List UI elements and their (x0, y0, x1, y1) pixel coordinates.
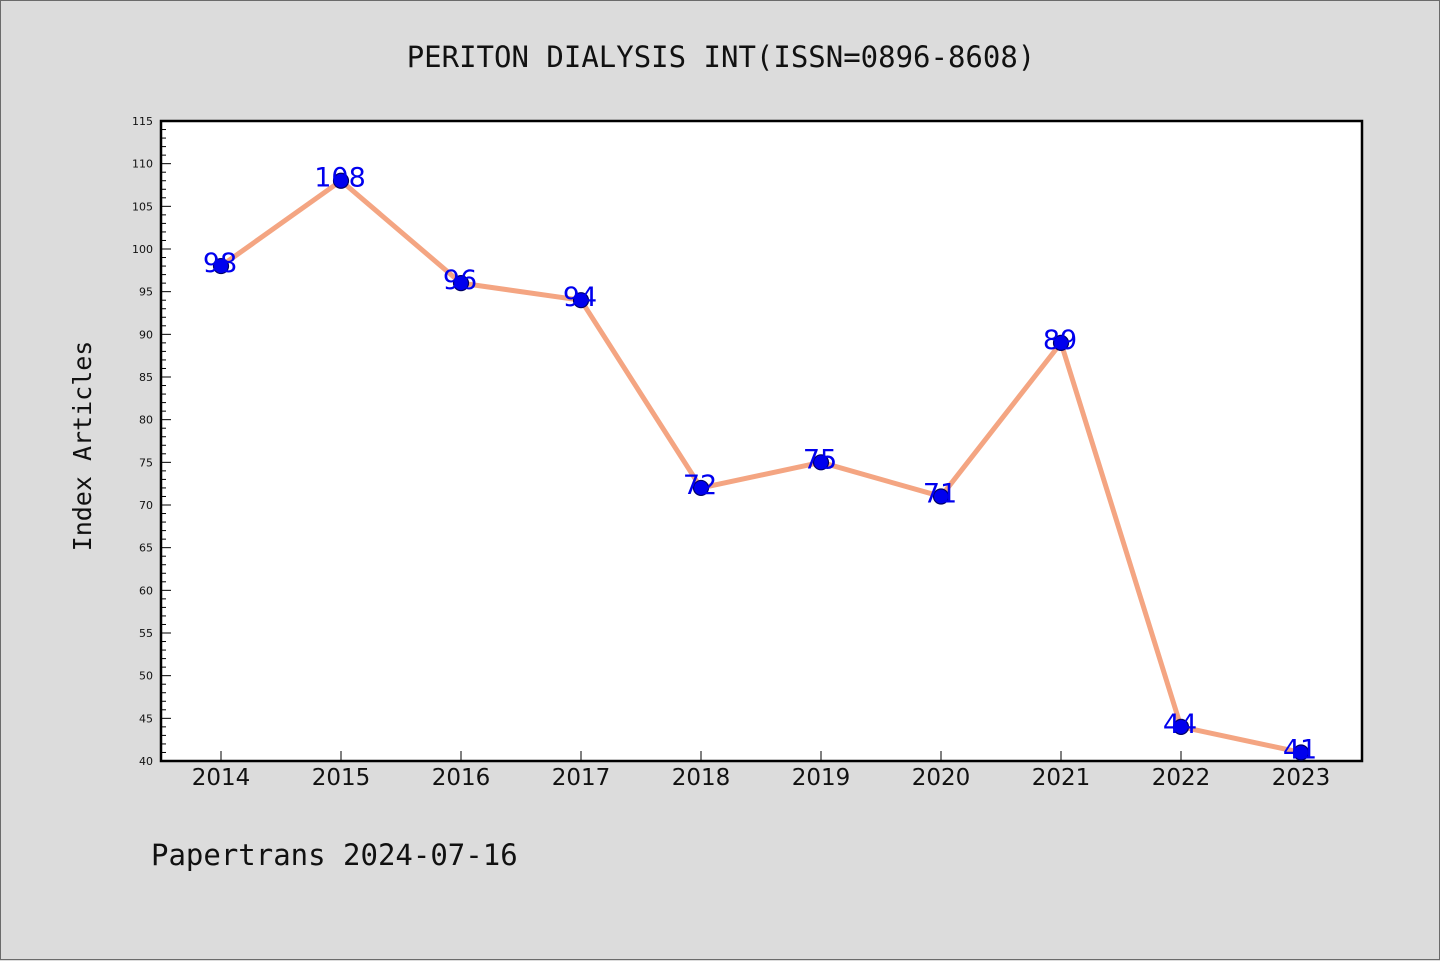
series-line (218, 178, 1304, 755)
data-label: 72 (683, 470, 717, 501)
footer-text: Papertrans 2024-07-16 (151, 838, 518, 872)
data-points (212, 172, 1310, 761)
y-tick-label: 90 (139, 328, 153, 341)
x-axis: 2014 2015 2016 2017 2018 2019 2020 2021 2022 2023 (192, 751, 1331, 791)
data-label: 108 (314, 163, 366, 194)
x-tick-label: 2022 (1152, 765, 1211, 791)
data-label: 44 (1163, 709, 1197, 740)
plot-area (159, 119, 1364, 763)
x-tick-label: 2021 (1032, 765, 1091, 791)
y-tick-label: 70 (139, 499, 153, 512)
data-point (572, 292, 590, 309)
data-point (812, 454, 830, 471)
data-point (1172, 718, 1190, 735)
y-tick-label: 50 (139, 670, 153, 683)
data-label: 89 (1043, 325, 1077, 356)
y-tick-label: 45 (139, 712, 153, 725)
y-tick-label: 65 (139, 542, 153, 555)
series-line-group (218, 178, 1304, 755)
x-tick-label: 2020 (912, 765, 971, 791)
x-tick-label: 2018 (672, 765, 731, 791)
data-point (932, 488, 950, 505)
x-tick-label: 2015 (312, 765, 371, 791)
data-label: 71 (923, 478, 957, 509)
x-tick-label: 2023 (1272, 765, 1331, 791)
data-label: 94 (563, 282, 597, 313)
data-label: 75 (803, 444, 837, 475)
data-point (452, 275, 470, 292)
y-axis-label: Index Articles (68, 341, 97, 552)
data-label: 41 (1283, 734, 1317, 765)
y-tick-label: 105 (132, 200, 153, 213)
y-tick-label: 60 (139, 584, 153, 597)
y-tick-label: 80 (139, 414, 153, 427)
y-tick-label: 55 (139, 627, 153, 640)
x-tick-label: 2016 (432, 765, 491, 791)
x-tick-label: 2019 (792, 765, 851, 791)
data-point (1052, 334, 1070, 351)
data-point (1292, 744, 1310, 761)
data-label: 98 (203, 248, 237, 279)
data-point (332, 172, 350, 189)
y-tick-label: 95 (139, 286, 153, 299)
y-tick-label: 100 (132, 243, 153, 256)
data-point (692, 479, 710, 497)
data-labels: 98 108 96 94 72 75 71 89 44 41 (203, 163, 1317, 766)
data-label: 96 (443, 265, 477, 296)
data-point (212, 257, 230, 275)
chart-title: PERITON DIALYSIS INT(ISSN=0896-8608) (407, 40, 1036, 74)
y-axis: 40 45 50 55 60 65 70 75 80 85 90 95 100 105 110 115 (132, 115, 171, 768)
y-tick-label: 110 (132, 158, 153, 171)
x-tick-label: 2017 (552, 765, 611, 791)
y-tick-label: 75 (139, 456, 153, 469)
y-tick-label: 85 (139, 371, 153, 384)
x-tick-label: 2014 (192, 765, 251, 791)
y-tick-label: 115 (132, 115, 153, 128)
y-tick-label: 40 (139, 755, 153, 768)
